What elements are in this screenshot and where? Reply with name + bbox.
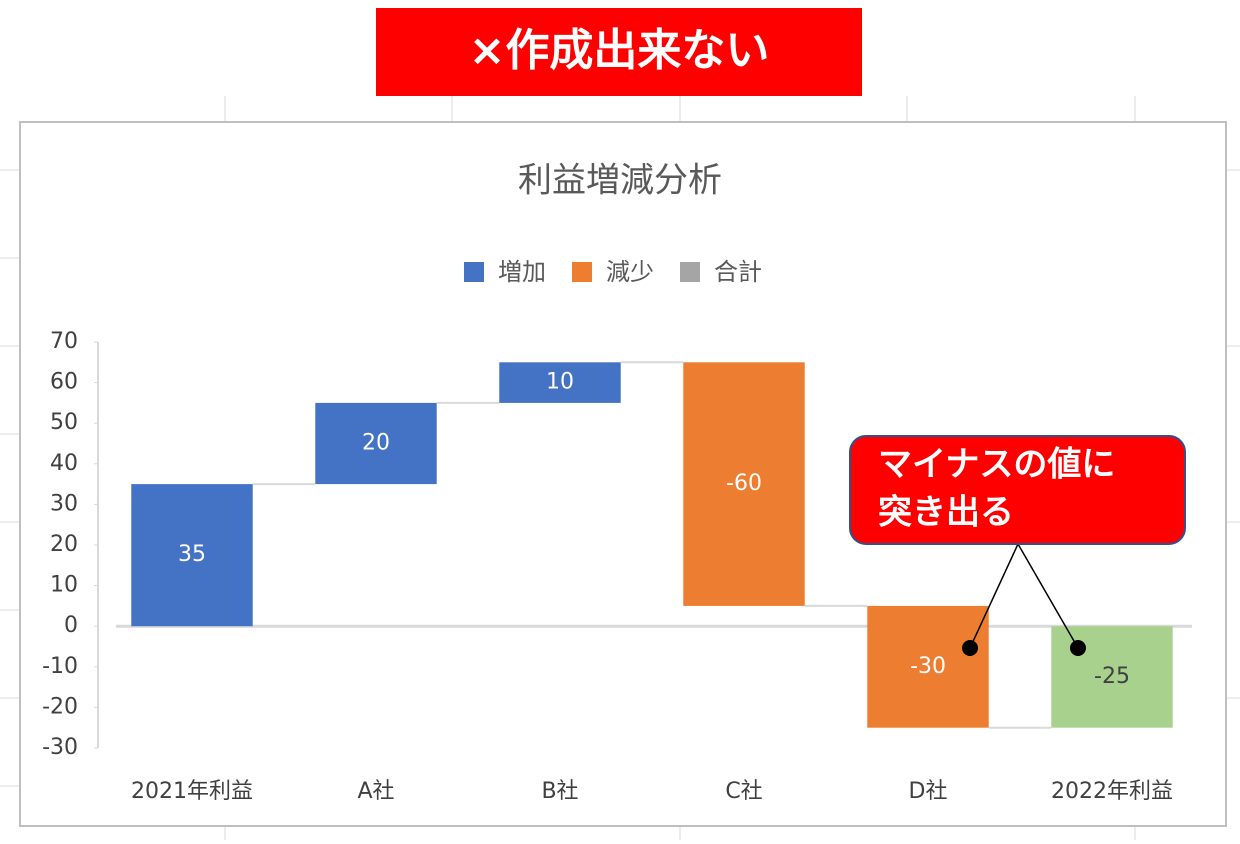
legend-label: 合計 [714,258,762,286]
callout-pointer [1017,543,1079,649]
chart-title: 利益増減分析 [518,161,722,201]
callout-text: マイナスの値に [878,445,1115,485]
bar [315,402,437,485]
callout-box [849,435,1186,545]
y-tick-label: -10 [42,654,78,679]
plot: 増加 減少 合計 -30 -20 -10 0 10 20 30 40 50 60 70 35 2021年利益 2… [42,258,1192,804]
data-label: 20 [362,431,390,456]
callout-dot [1070,640,1086,656]
legend-swatch [464,262,484,282]
data-label: -60 [726,471,762,496]
legend-swatch [680,262,700,282]
data-label: 35 [178,542,206,567]
legend-swatch [572,262,592,282]
x-tick-label: B社 [541,779,578,804]
data-label: 10 [546,370,574,395]
y-tick-label: 20 [50,532,78,557]
y-tick-label: 60 [50,370,78,395]
banner-box [376,8,862,96]
y-tick-label: 0 [64,613,78,638]
x-tick-label: 2021年利益 [131,779,253,804]
bar [499,362,621,403]
data-label: -25 [1094,664,1130,689]
y-tick-label: 50 [50,410,78,435]
bar [1051,626,1173,728]
bar [867,605,989,728]
x-tick-label: C社 [725,779,762,804]
legend-label: 増加 [498,258,546,286]
bar [131,484,253,627]
sheet-grid [0,96,1240,840]
y-tick-label: -20 [42,694,78,719]
callout-text: 突き出る [878,493,1014,533]
legend-label: 減少 [606,258,654,286]
y-tick-label: 70 [50,329,78,354]
y-tick-label: 10 [50,573,78,598]
x-tick-label: D社 [909,779,948,804]
callout: マイナスの値に 突き出る [849,435,1186,656]
y-tick-label: -30 [42,735,78,760]
y-tick-label: 30 [50,491,78,516]
banner-text: ×作成出来ない [469,25,770,76]
bar [683,362,805,606]
x-tick-label: A社 [357,779,394,804]
data-label: -30 [910,654,946,679]
y-tick-label: 40 [50,451,78,476]
callout-pointer [969,543,1019,649]
x-tick-label: 2022年利益 [1051,779,1173,804]
callout-dot [962,640,978,656]
